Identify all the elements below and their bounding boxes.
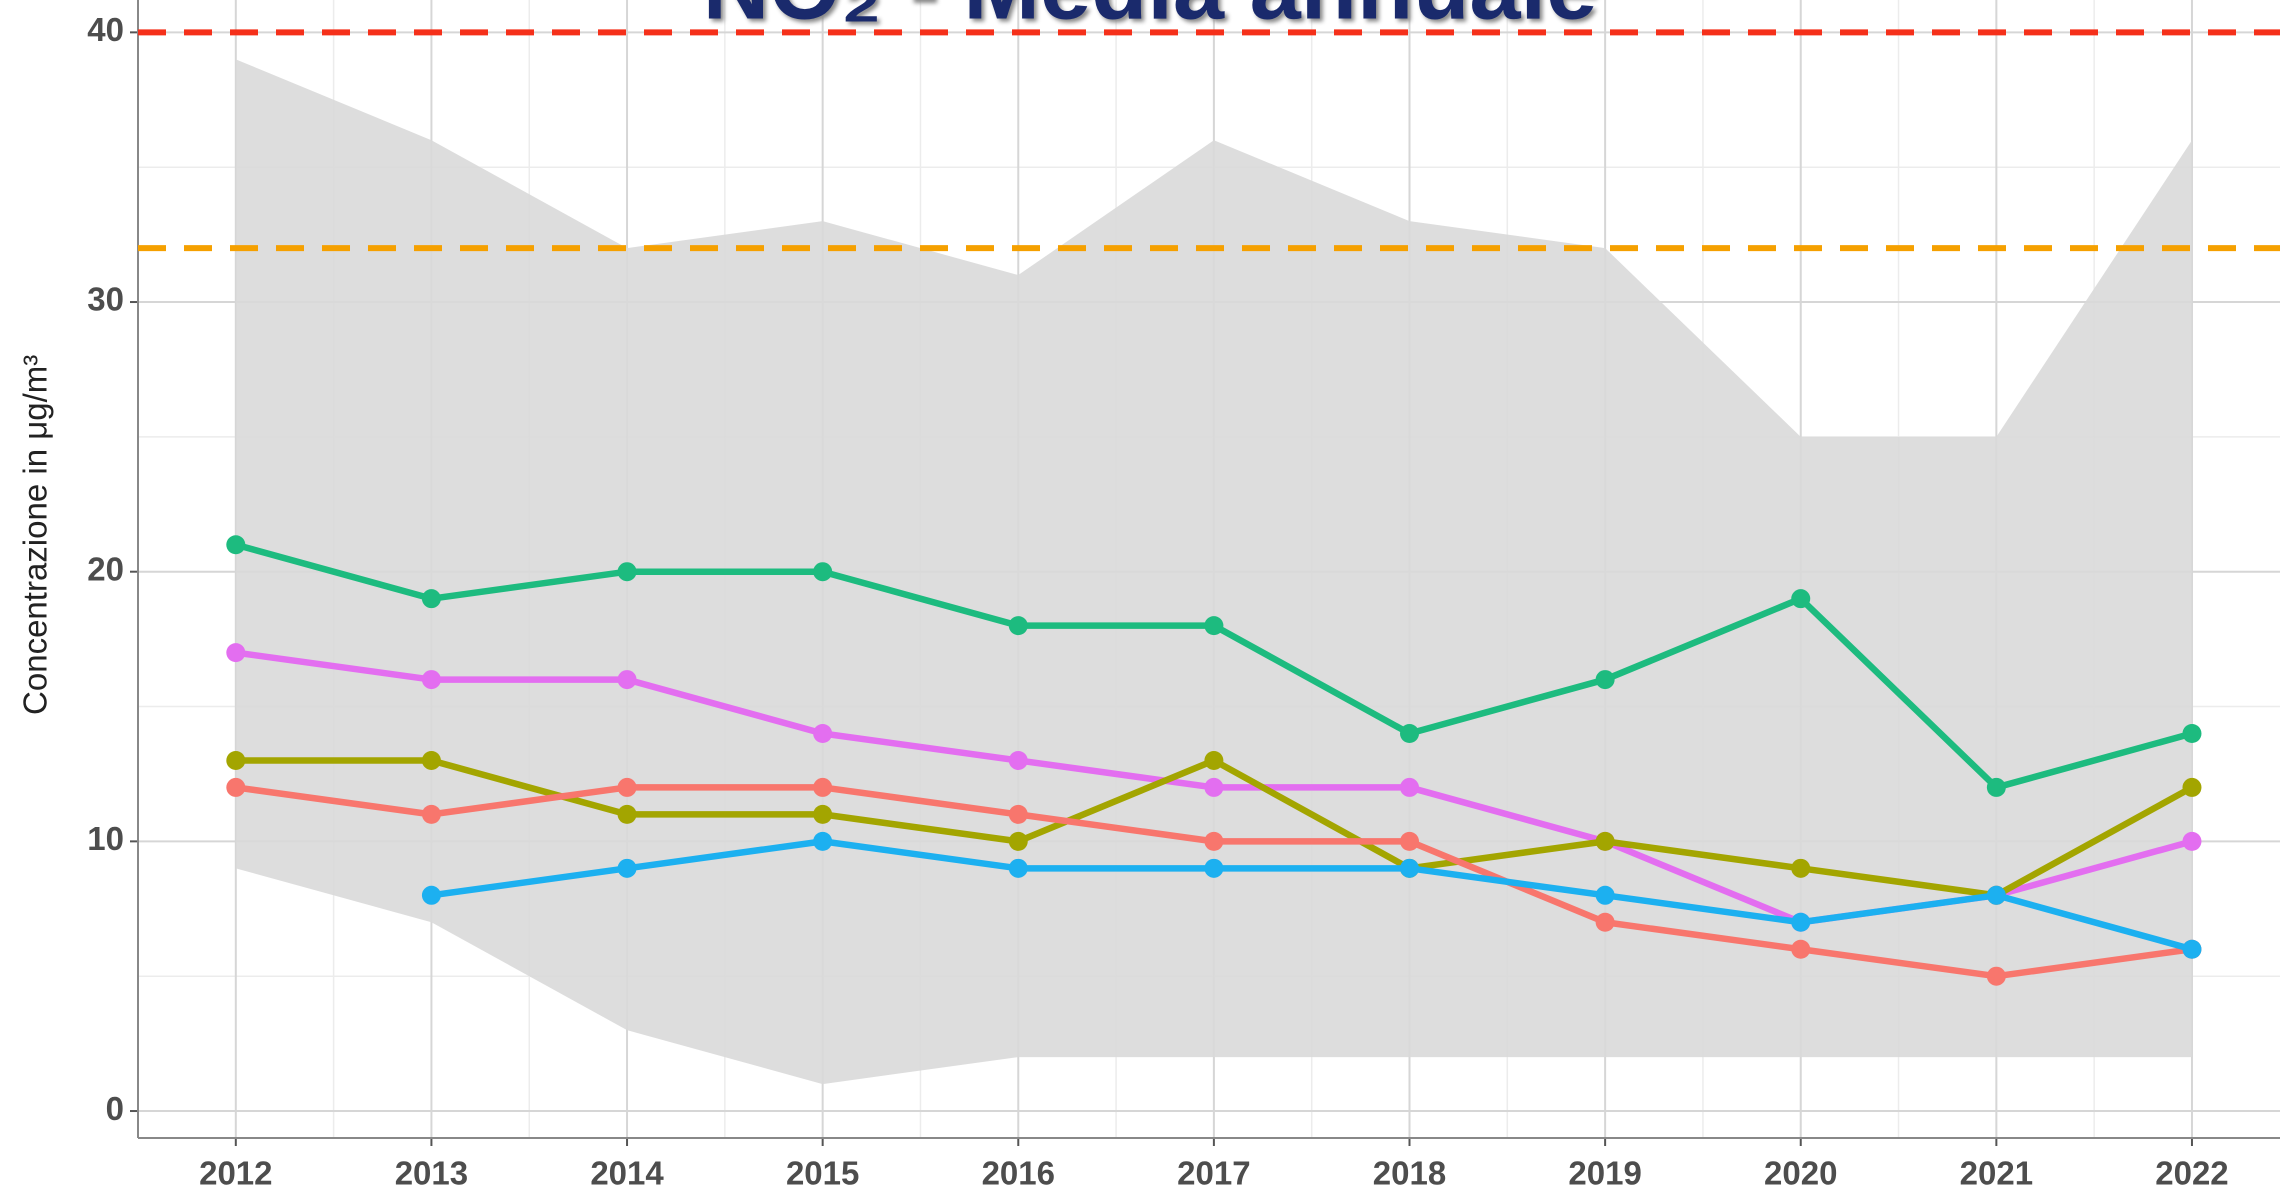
data-point	[1400, 777, 1420, 797]
data-point	[1986, 966, 2006, 986]
x-tick-label: 2012	[199, 1155, 272, 1192]
x-tick-label: 2022	[2155, 1155, 2228, 1192]
y-tick-label: 30	[87, 281, 124, 318]
x-tick-label: 2020	[1764, 1155, 1837, 1192]
data-point	[1008, 831, 1028, 851]
data-point	[421, 885, 441, 905]
data-point	[617, 858, 637, 878]
data-point	[1595, 670, 1615, 690]
data-point	[1986, 885, 2006, 905]
data-point	[226, 750, 246, 770]
data-point	[1595, 912, 1615, 932]
data-point	[1008, 858, 1028, 878]
x-tick-label: 2014	[590, 1155, 664, 1192]
y-tick-label: 0	[106, 1090, 124, 1127]
x-tick-label: 2019	[1568, 1155, 1641, 1192]
y-tick-label: 20	[87, 550, 124, 587]
data-point	[2182, 831, 2202, 851]
data-point	[226, 535, 246, 555]
data-point	[1204, 831, 1224, 851]
data-point	[1204, 750, 1224, 770]
data-point	[421, 670, 441, 690]
series-line	[430, 838, 2193, 953]
data-point	[2182, 777, 2202, 797]
data-point	[2182, 939, 2202, 959]
x-tick-label: 2021	[1960, 1155, 2033, 1192]
x-tick-label: 2015	[786, 1155, 859, 1192]
data-point	[617, 562, 637, 582]
data-point	[813, 777, 833, 797]
data-point	[617, 804, 637, 824]
y-axis-label: Concentrazione in μg/m³	[17, 355, 54, 715]
x-tick-label: 2013	[395, 1155, 468, 1192]
data-point	[226, 777, 246, 797]
range-band	[235, 59, 2192, 1085]
data-point	[813, 723, 833, 743]
y-tick-label: 40	[87, 11, 124, 48]
data-point	[1595, 831, 1615, 851]
chart-title: NO₂ - Media annuale	[703, 0, 1598, 38]
data-point	[813, 804, 833, 824]
data-point	[1791, 589, 1811, 609]
data-point	[1791, 912, 1811, 932]
y-tick-label: 10	[87, 820, 124, 857]
data-point	[617, 777, 637, 797]
data-point	[421, 804, 441, 824]
data-point	[1204, 777, 1224, 797]
data-point	[226, 643, 246, 663]
data-point	[1400, 858, 1420, 878]
data-point	[1400, 831, 1420, 851]
data-point	[1400, 723, 1420, 743]
data-point	[1008, 750, 1028, 770]
data-point	[421, 750, 441, 770]
data-point	[1204, 858, 1224, 878]
data-point	[1008, 804, 1028, 824]
data-point	[2182, 723, 2202, 743]
data-point	[813, 831, 833, 851]
data-point	[1791, 939, 1811, 959]
x-tick-label: 2017	[1177, 1155, 1250, 1192]
data-point	[421, 589, 441, 609]
data-point	[1008, 616, 1028, 636]
data-point	[1791, 858, 1811, 878]
x-tick-label: 2018	[1373, 1155, 1446, 1192]
data-point	[1986, 777, 2006, 797]
data-point	[617, 670, 637, 690]
data-point	[1204, 616, 1224, 636]
data-point	[1595, 885, 1615, 905]
x-tick-label: 2016	[982, 1155, 1055, 1192]
data-point	[813, 562, 833, 582]
